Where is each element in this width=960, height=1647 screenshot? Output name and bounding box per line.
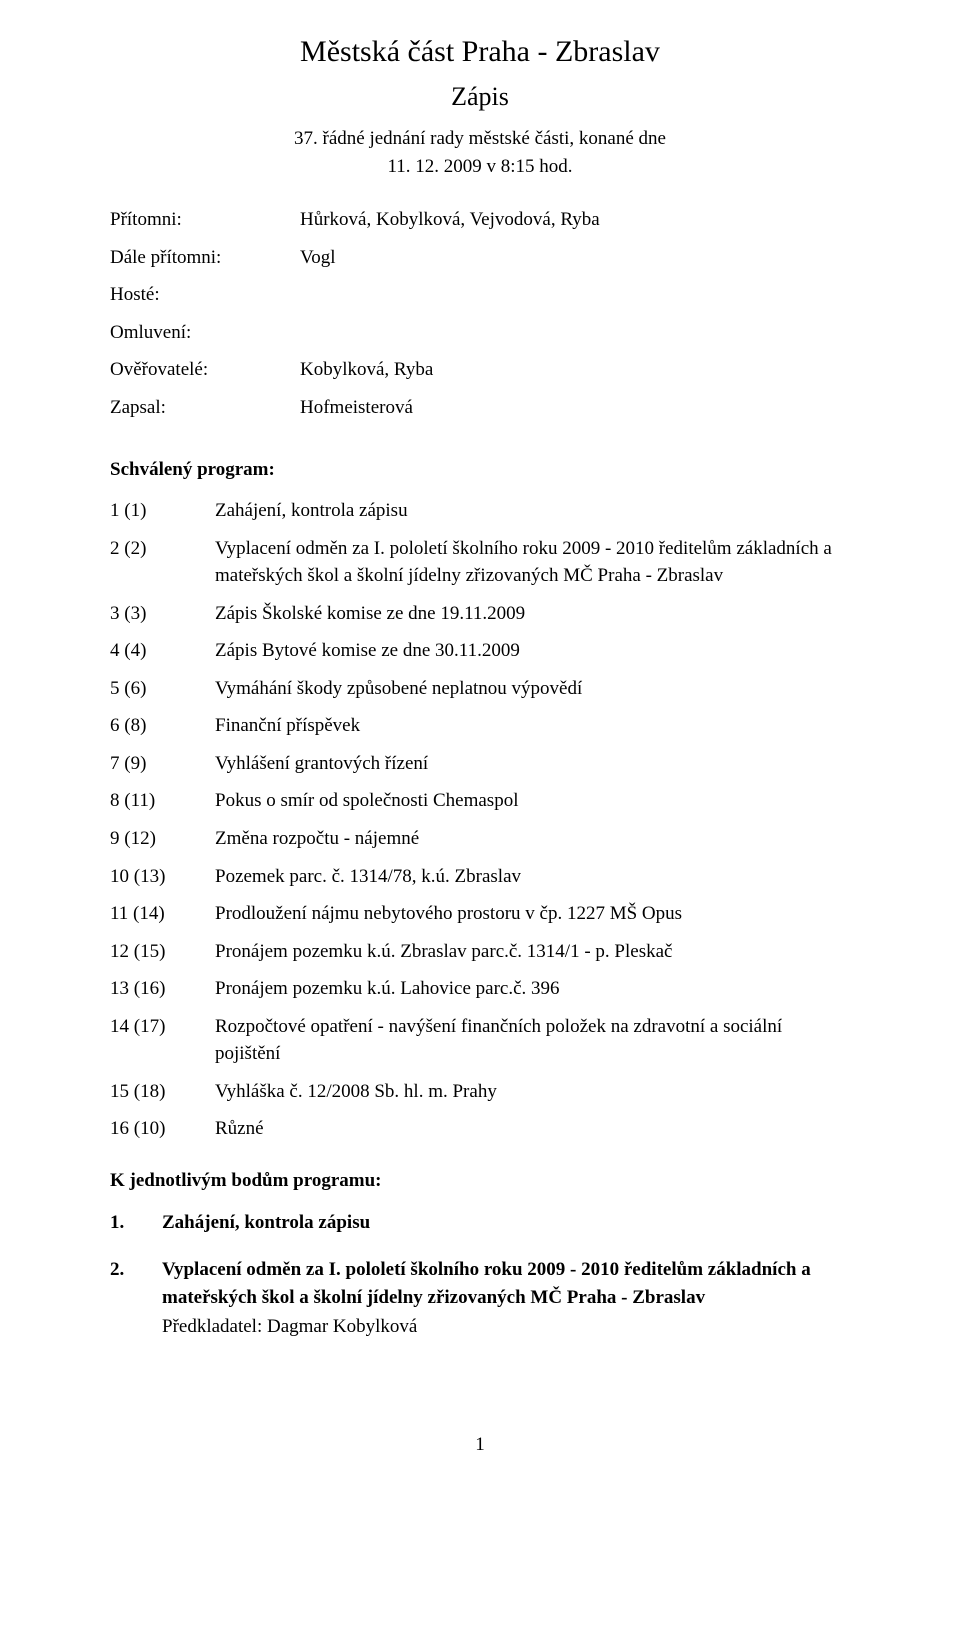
program-row: 13 (16)Pronájem pozemku k.ú. Lahovice pa… bbox=[110, 975, 850, 1003]
program-row: 9 (12)Změna rozpočtu - nájemné bbox=[110, 825, 850, 853]
program-number: 2 (2) bbox=[110, 535, 215, 563]
attendance-label: Ověřovatelé: bbox=[110, 356, 300, 384]
item-row: 1.Zahájení, kontrola zápisu bbox=[110, 1209, 850, 1237]
program-number: 10 (13) bbox=[110, 863, 215, 891]
program-text: Zahájení, kontrola zápisu bbox=[215, 497, 850, 525]
item-text: Vyplacení odměn za I. pololetí školního … bbox=[162, 1256, 850, 1341]
program-text: Pozemek parc. č. 1314/78, k.ú. Zbraslav bbox=[215, 863, 850, 891]
program-row: 10 (13)Pozemek parc. č. 1314/78, k.ú. Zb… bbox=[110, 863, 850, 891]
attendance-value: Hůrková, Kobylková, Vejvodová, Ryba bbox=[300, 206, 850, 234]
program-number: 4 (4) bbox=[110, 637, 215, 665]
document-title: Městská část Praha - Zbraslav bbox=[110, 30, 850, 74]
program-row: 11 (14)Prodloužení nájmu nebytového pros… bbox=[110, 900, 850, 928]
program-number: 14 (17) bbox=[110, 1013, 215, 1041]
program-row: 4 (4)Zápis Bytové komise ze dne 30.11.20… bbox=[110, 637, 850, 665]
program-row: 3 (3)Zápis Školské komise ze dne 19.11.2… bbox=[110, 600, 850, 628]
program-text: Změna rozpočtu - nájemné bbox=[215, 825, 850, 853]
program-text: Pronájem pozemku k.ú. Lahovice parc.č. 3… bbox=[215, 975, 850, 1003]
page-number: 1 bbox=[110, 1431, 850, 1459]
attendance-label: Hosté: bbox=[110, 281, 300, 309]
program-number: 7 (9) bbox=[110, 750, 215, 778]
attendance-label: Přítomni: bbox=[110, 206, 300, 234]
attendance-label: Dále přítomni: bbox=[110, 244, 300, 272]
program-number: 1 (1) bbox=[110, 497, 215, 525]
program-number: 13 (16) bbox=[110, 975, 215, 1003]
program-text: Různé bbox=[215, 1115, 850, 1143]
program-number: 12 (15) bbox=[110, 938, 215, 966]
attendance-block: Přítomni:Hůrková, Kobylková, Vejvodová, … bbox=[110, 206, 850, 421]
program-row: 14 (17)Rozpočtové opatření - navýšení fi… bbox=[110, 1013, 850, 1068]
items-heading: K jednotlivým bodům programu: bbox=[110, 1167, 850, 1195]
item-subline: Předkladatel: Dagmar Kobylková bbox=[162, 1313, 850, 1341]
program-number: 15 (18) bbox=[110, 1078, 215, 1106]
program-text: Vymáhání škody způsobené neplatnou výpov… bbox=[215, 675, 850, 703]
attendance-row: Hosté: bbox=[110, 281, 850, 309]
meeting-line: 37. řádné jednání rady městské části, ko… bbox=[110, 125, 850, 153]
attendance-value bbox=[300, 281, 850, 309]
program-text: Prodloužení nájmu nebytového prostoru v … bbox=[215, 900, 850, 928]
meeting-date: 11. 12. 2009 v 8:15 hod. bbox=[110, 153, 850, 181]
program-number: 9 (12) bbox=[110, 825, 215, 853]
attendance-value: Vogl bbox=[300, 244, 850, 272]
document-subtitle: Zápis bbox=[110, 78, 850, 116]
attendance-value bbox=[300, 319, 850, 347]
program-row: 12 (15)Pronájem pozemku k.ú. Zbraslav pa… bbox=[110, 938, 850, 966]
attendance-label: Zapsal: bbox=[110, 394, 300, 422]
program-number: 6 (8) bbox=[110, 712, 215, 740]
program-row: 8 (11)Pokus o smír od společnosti Chemas… bbox=[110, 787, 850, 815]
program-number: 3 (3) bbox=[110, 600, 215, 628]
program-text: Zápis Bytové komise ze dne 30.11.2009 bbox=[215, 637, 850, 665]
attendance-value: Hofmeisterová bbox=[300, 394, 850, 422]
attendance-row: Dále přítomni:Vogl bbox=[110, 244, 850, 272]
attendance-row: Ověřovatelé:Kobylková, Ryba bbox=[110, 356, 850, 384]
attendance-value: Kobylková, Ryba bbox=[300, 356, 850, 384]
program-text: Vyhlášení grantových řízení bbox=[215, 750, 850, 778]
program-text: Rozpočtové opatření - navýšení finančníc… bbox=[215, 1013, 850, 1068]
program-row: 1 (1)Zahájení, kontrola zápisu bbox=[110, 497, 850, 525]
item-number: 1. bbox=[110, 1209, 162, 1237]
item-row: 2.Vyplacení odměn za I. pololetí školníh… bbox=[110, 1256, 850, 1341]
program-text: Vyhláška č. 12/2008 Sb. hl. m. Prahy bbox=[215, 1078, 850, 1106]
program-number: 11 (14) bbox=[110, 900, 215, 928]
program-heading: Schválený program: bbox=[110, 456, 850, 484]
program-number: 8 (11) bbox=[110, 787, 215, 815]
attendance-row: Zapsal:Hofmeisterová bbox=[110, 394, 850, 422]
program-text: Vyplacení odměn za I. pololetí školního … bbox=[215, 535, 850, 590]
program-text: Finanční příspěvek bbox=[215, 712, 850, 740]
program-row: 15 (18)Vyhláška č. 12/2008 Sb. hl. m. Pr… bbox=[110, 1078, 850, 1106]
program-text: Pokus o smír od společnosti Chemaspol bbox=[215, 787, 850, 815]
program-text: Zápis Školské komise ze dne 19.11.2009 bbox=[215, 600, 850, 628]
item-title: Zahájení, kontrola zápisu bbox=[162, 1212, 370, 1233]
items-list: 1.Zahájení, kontrola zápisu 2.Vyplacení o… bbox=[110, 1209, 850, 1341]
program-number: 16 (10) bbox=[110, 1115, 215, 1143]
program-row: 6 (8)Finanční příspěvek bbox=[110, 712, 850, 740]
attendance-row: Omluvení: bbox=[110, 319, 850, 347]
item-text: Zahájení, kontrola zápisu bbox=[162, 1209, 850, 1237]
program-row: 16 (10)Různé bbox=[110, 1115, 850, 1143]
program-row: 5 (6)Vymáhání škody způsobené neplatnou … bbox=[110, 675, 850, 703]
program-list: 1 (1)Zahájení, kontrola zápisu2 (2)Vypla… bbox=[110, 497, 850, 1143]
program-row: 2 (2)Vyplacení odměn za I. pololetí škol… bbox=[110, 535, 850, 590]
item-title: Vyplacení odměn za I. pololetí školního … bbox=[162, 1259, 811, 1308]
item-number: 2. bbox=[110, 1256, 162, 1284]
program-row: 7 (9)Vyhlášení grantových řízení bbox=[110, 750, 850, 778]
program-text: Pronájem pozemku k.ú. Zbraslav parc.č. 1… bbox=[215, 938, 850, 966]
program-number: 5 (6) bbox=[110, 675, 215, 703]
attendance-row: Přítomni:Hůrková, Kobylková, Vejvodová, … bbox=[110, 206, 850, 234]
attendance-label: Omluvení: bbox=[110, 319, 300, 347]
